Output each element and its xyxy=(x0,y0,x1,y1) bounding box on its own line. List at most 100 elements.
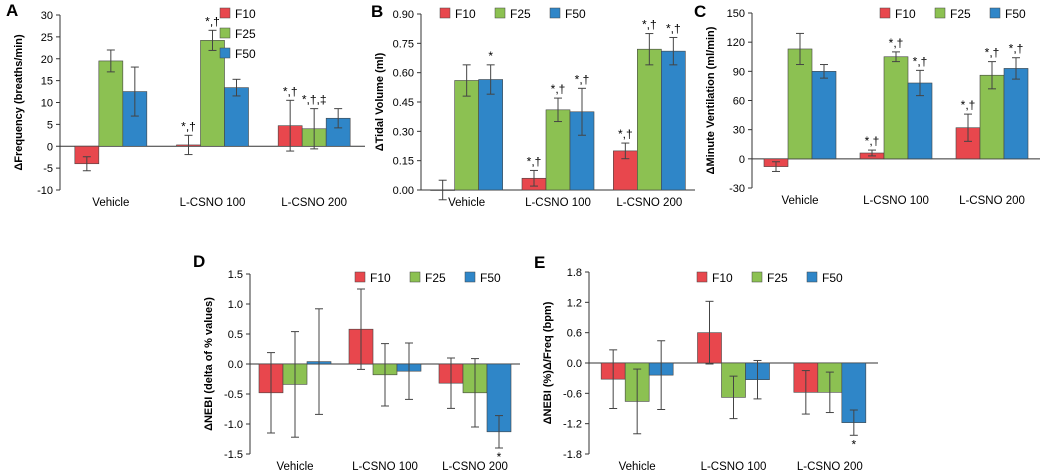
x-category-label: L-CSNO 100 xyxy=(701,461,767,473)
y-tick-label: 120 xyxy=(727,37,745,49)
y-tick-label: 1.8 xyxy=(567,267,582,279)
y-tick-label: 0.6 xyxy=(567,328,582,340)
legend-label: F25 xyxy=(767,271,788,285)
significance-marker: *,† xyxy=(181,119,196,133)
y-tick-label: -10 xyxy=(37,185,53,197)
y-axis-label: ΔNEBI (delta of % values) xyxy=(203,297,215,431)
legend-swatch-f25 xyxy=(494,7,506,19)
y-tick-label: -0.6 xyxy=(563,388,582,400)
y-tick-label: 0.0 xyxy=(228,359,243,371)
panel-letter: D xyxy=(193,252,205,271)
legend-label: F25 xyxy=(510,7,531,21)
y-tick-label: 0.90 xyxy=(393,9,414,21)
legend-swatch-f25 xyxy=(751,271,763,283)
legend-swatch-f10 xyxy=(219,7,231,19)
legend-swatch-f50 xyxy=(219,47,231,59)
significance-marker: *,† xyxy=(1009,42,1024,56)
bar-f25 xyxy=(787,48,813,160)
significance-marker: * xyxy=(851,437,856,451)
y-tick-label: 1.2 xyxy=(567,297,582,309)
significance-marker: *,†,‡ xyxy=(302,93,327,107)
legend-swatch-f10 xyxy=(879,7,891,19)
significance-marker: *,† xyxy=(913,54,928,68)
panel-letter: E xyxy=(534,253,545,272)
y-tick-label: 0.00 xyxy=(393,185,414,197)
legend-label: F25 xyxy=(950,7,971,21)
legend-label: F10 xyxy=(895,7,916,21)
x-category-label: L-CSNO 200 xyxy=(442,461,508,473)
chart-panel-a: A ΔFrequency (breaths/min) 30 25 20 15 10 5 0 -5 -… xyxy=(6,1,365,209)
y-tick-label: 0 xyxy=(739,154,745,166)
y-tick-label: -30 xyxy=(729,183,745,195)
significance-marker: *,† xyxy=(205,14,220,28)
significance-marker: *,† xyxy=(865,134,880,148)
significance-marker: *,† xyxy=(527,154,542,168)
bar-f50 xyxy=(478,79,503,191)
x-category-label: L-CSNO 200 xyxy=(797,461,863,473)
bar-f25 xyxy=(454,80,479,191)
y-tick-label: 20 xyxy=(41,54,53,66)
y-tick-label: 1.5 xyxy=(228,269,243,281)
y-tick-label: -1.5 xyxy=(224,449,243,461)
panel-letter: C xyxy=(694,2,706,21)
legend-swatch-f10 xyxy=(354,271,366,283)
x-category-label: Vehicle xyxy=(781,195,818,207)
significance-marker: *,† xyxy=(642,18,657,32)
y-axis-label: ΔTidal Volume (ml) xyxy=(374,52,386,151)
x-category-label: L-CSNO 200 xyxy=(959,195,1025,207)
legend-swatch-f50 xyxy=(549,7,561,19)
y-tick-label: -5 xyxy=(43,163,53,175)
significance-marker: *,† xyxy=(618,127,633,141)
panel-letter: A xyxy=(6,1,18,20)
legend-swatch-f10 xyxy=(439,7,451,19)
y-tick-label: 1.0 xyxy=(228,299,243,311)
y-axis-label: ΔMinute Ventilation (ml/min) xyxy=(705,26,717,174)
legend-label: F10 xyxy=(455,7,476,21)
significance-marker: *,† xyxy=(985,46,1000,60)
legend-label: F25 xyxy=(235,27,256,41)
bar-f50 xyxy=(661,50,686,191)
legend-swatch-f25 xyxy=(934,7,946,19)
x-category-label: L-CSNO 200 xyxy=(281,197,347,209)
y-tick-label: 30 xyxy=(733,125,745,137)
bar-f25 xyxy=(637,48,662,191)
x-category-label: L-CSNO 100 xyxy=(180,197,246,209)
significance-marker: *,† xyxy=(889,36,904,50)
legend-label: F10 xyxy=(370,271,391,285)
panel-letter: B xyxy=(371,2,383,21)
y-tick-label: 25 xyxy=(41,32,53,44)
legend-label: F50 xyxy=(1005,7,1026,21)
legend-label: F50 xyxy=(235,47,256,61)
chart-panel-e: E ΔNEBI (%)Δ/Freq (bpm) 1.8 1.2 0.6 0.0 -0.6 -1… xyxy=(534,253,878,473)
significance-marker: *,† xyxy=(575,72,590,86)
legend: F10 F25 F50 xyxy=(219,7,256,61)
x-category-label: L-CSNO 100 xyxy=(525,197,591,209)
x-category-label: Vehicle xyxy=(619,461,656,473)
legend-swatch-f50 xyxy=(806,271,818,283)
y-tick-label: 0.75 xyxy=(393,38,414,50)
legend-swatch-f25 xyxy=(219,27,231,39)
x-category-label: Vehicle xyxy=(276,461,313,473)
legend-label: F10 xyxy=(712,271,733,285)
legend-swatch-f50 xyxy=(464,271,476,283)
legend: F10 F25 F50 xyxy=(439,7,586,21)
y-tick-label: 0.45 xyxy=(393,97,414,109)
x-category-label: Vehicle xyxy=(92,197,129,209)
y-tick-label: -1.0 xyxy=(224,419,243,431)
legend-swatch-f50 xyxy=(989,7,1001,19)
bar-f25 xyxy=(883,56,909,160)
bar-f50 xyxy=(1003,68,1029,160)
y-tick-label: 0.15 xyxy=(393,156,414,168)
significance-marker: * xyxy=(488,49,493,63)
bar-f50 xyxy=(224,87,249,147)
y-tick-label: 90 xyxy=(733,66,745,78)
y-tick-label: 150 xyxy=(727,8,745,20)
legend: F10 F25 F50 xyxy=(696,271,843,285)
legend: F10 F25 F50 xyxy=(879,7,1026,21)
y-tick-label: -1.8 xyxy=(563,449,582,461)
significance-marker: *,† xyxy=(551,82,566,96)
chart-panel-b: B ΔTidal Volume (ml) 0.90 0.75 0.60 0.45 0.30 0… xyxy=(371,2,695,209)
significance-marker: * xyxy=(497,450,502,464)
y-tick-label: 15 xyxy=(41,76,53,88)
